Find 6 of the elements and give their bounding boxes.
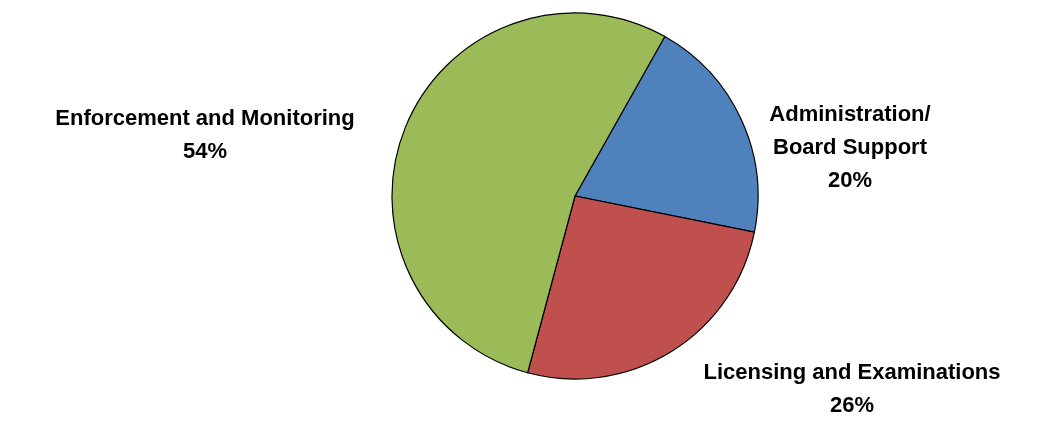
data-label: 54% (182, 138, 228, 163)
slice-label: Licensing and Examinations (703, 359, 1001, 384)
data-label: 20% (827, 167, 873, 192)
slice-label: Administration/ Board Support (769, 101, 931, 159)
slice-label: Enforcement and Monitoring (55, 105, 355, 130)
data-label: 26% (829, 392, 875, 417)
